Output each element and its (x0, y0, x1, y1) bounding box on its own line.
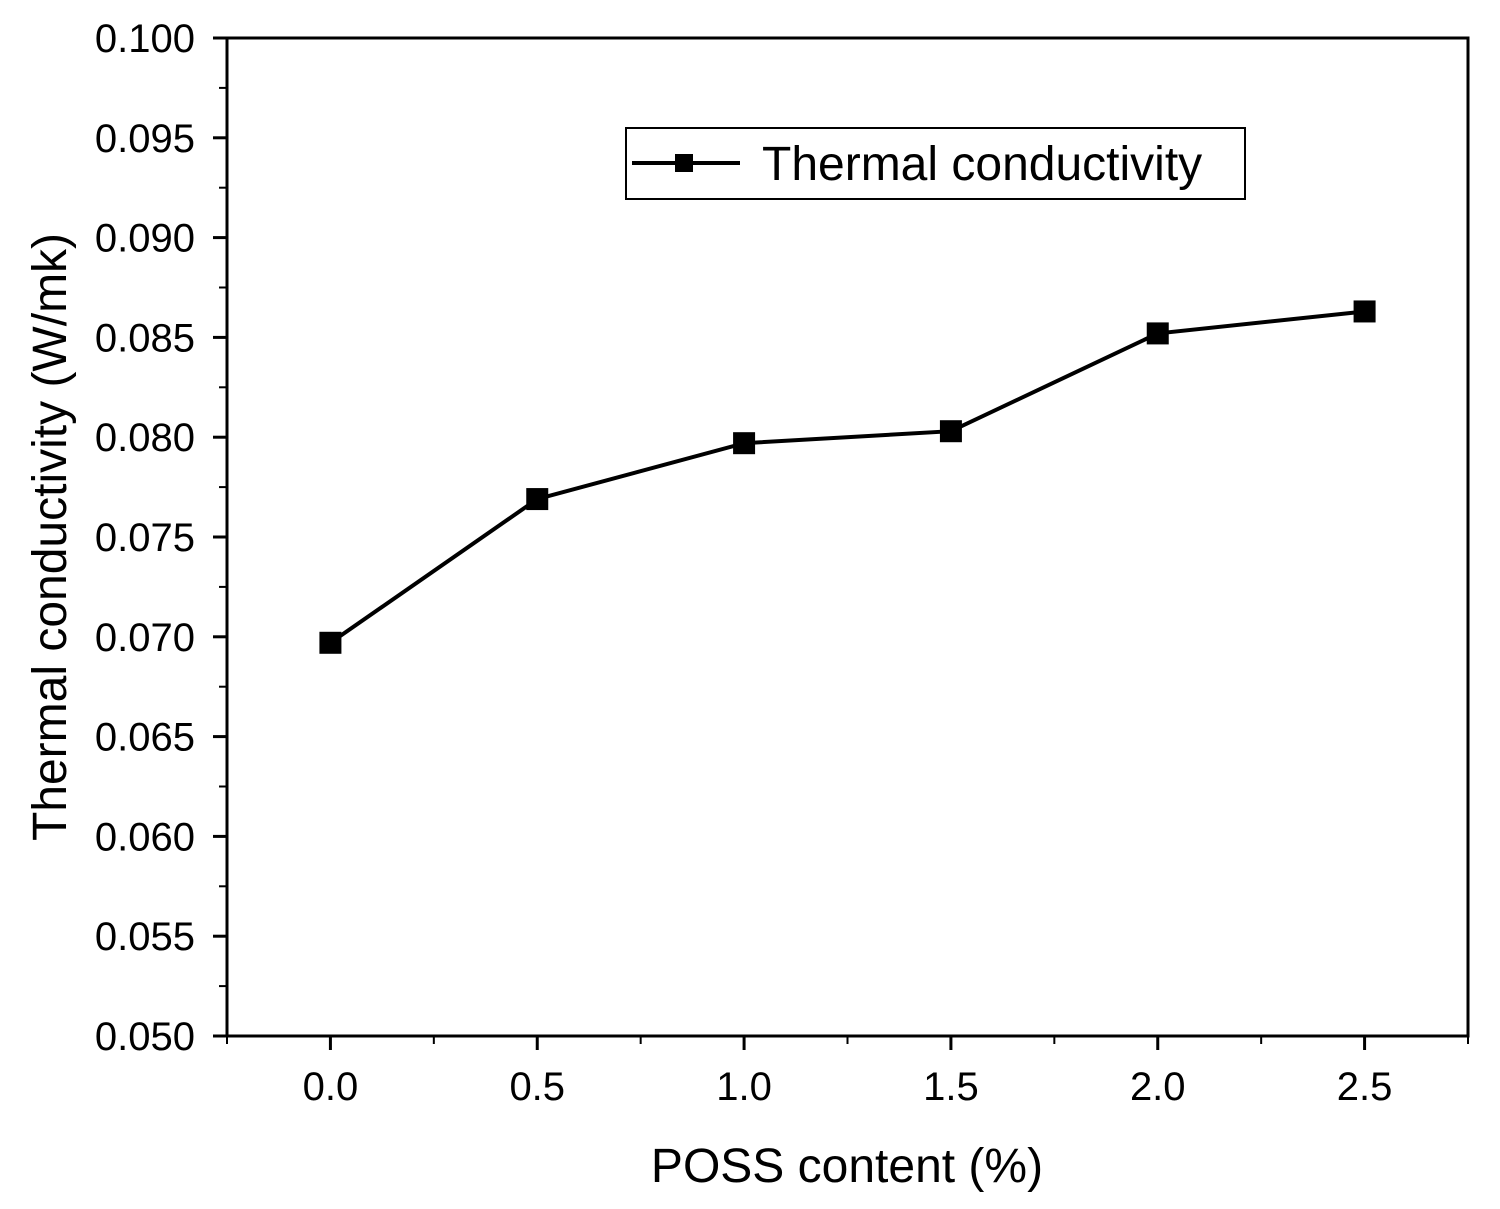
y-tick-label: 0.080 (95, 416, 195, 460)
y-tick-label: 0.065 (95, 716, 195, 760)
legend: Thermal conductivity (625, 127, 1246, 200)
x-tick-label: 1.5 (923, 1065, 979, 1109)
x-tick-label: 1.0 (716, 1065, 772, 1109)
x-tick-label: 0.5 (509, 1065, 565, 1109)
data-point (1353, 300, 1376, 323)
series-layer (319, 300, 1376, 654)
y-tick-label: 0.050 (95, 1015, 195, 1059)
plot-frame (225, 36, 1470, 1038)
series-line (329, 309, 1365, 645)
y-axis-ticks: 0.050 0.055 0.060 0.065 0.070 0.075 0.080 0.085… (95, 17, 227, 1059)
y-tick-label: 0.100 (95, 17, 195, 61)
data-point (939, 420, 962, 443)
y-tick-label: 0.075 (95, 516, 195, 560)
x-axis-ticks: 0.0 0.5 1.0 1.5 2.0 2.5 (226, 1036, 1469, 1109)
legend-label: Thermal conductivity (762, 138, 1202, 191)
legend-marker (675, 154, 693, 172)
x-axis-title: POSS content (%) (651, 1140, 1043, 1193)
y-tick-label: 0.070 (95, 616, 195, 660)
y-axis-title: Thermal conductivity (W/mk) (24, 233, 77, 841)
y-tick-label: 0.085 (95, 316, 195, 360)
x-tick-label: 2.0 (1130, 1065, 1186, 1109)
data-point (526, 488, 549, 511)
y-tick-label: 0.055 (95, 915, 195, 959)
y-tick-label: 0.095 (95, 117, 195, 161)
legend-box (625, 127, 1246, 200)
data-point (733, 432, 756, 455)
y-tick-label: 0.060 (95, 815, 195, 859)
x-tick-label: 2.5 (1337, 1065, 1393, 1109)
y-tick-label: 0.090 (95, 217, 195, 261)
x-tick-label: 0.0 (303, 1065, 359, 1109)
data-point (319, 631, 342, 654)
data-point (1146, 322, 1169, 345)
